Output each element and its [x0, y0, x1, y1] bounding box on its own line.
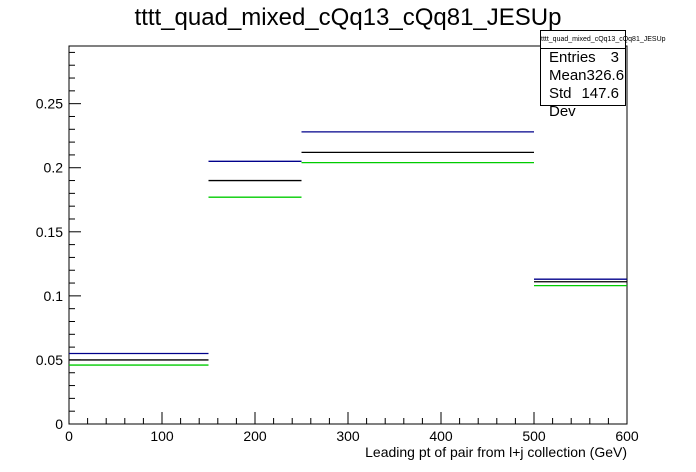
x-tick-label: 600 [615, 428, 639, 444]
x-tick-label: 300 [336, 428, 360, 444]
chart-title: tttt_quad_mixed_cQq13_cQq81_JESUp [134, 4, 562, 31]
y-tick-label: 0.25 [36, 96, 63, 112]
stats-entries-row: Entries 3 [541, 49, 625, 67]
y-tick-label: 0.2 [44, 160, 64, 176]
stats-mean-label: Mean [549, 67, 587, 84]
y-tick-label: 0 [55, 416, 63, 432]
x-tick-label: 0 [65, 428, 73, 444]
y-tick-label: 0.05 [36, 352, 63, 368]
stats-box: tttt_quad_mixed_cQq13_cQq81_JESUp Entrie… [540, 30, 666, 120]
x-tick-label: 400 [429, 428, 453, 444]
stats-mean-row: Mean 326.6 [541, 67, 625, 85]
x-tick-label: 200 [243, 428, 267, 444]
stats-std-value: 147.6 [581, 85, 619, 102]
y-tick-label: 0.1 [44, 288, 64, 304]
stats-std-row: Std Dev 147.6 [541, 85, 625, 120]
y-tick-label: 0.15 [36, 224, 63, 240]
stats-entries-label: Entries [549, 49, 596, 66]
stats-box-name: tttt_quad_mixed_cQq13_cQq81_JESUp [541, 31, 666, 49]
x-tick-label: 100 [150, 428, 174, 444]
stats-entries-value: 3 [610, 49, 619, 66]
stats-std-label: Std Dev [549, 85, 576, 120]
x-tick-label: 500 [522, 428, 546, 444]
stats-mean-value: 326.6 [586, 67, 625, 84]
x-axis-label: Leading pt of pair from l+j collection (… [365, 444, 627, 460]
